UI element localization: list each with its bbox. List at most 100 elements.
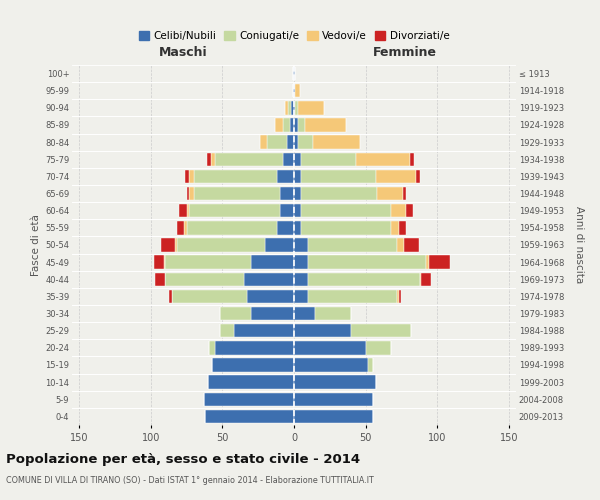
Legend: Celibi/Nubili, Coniugati/e, Vedovi/e, Divorziati/e: Celibi/Nubili, Coniugati/e, Vedovi/e, Di… <box>134 27 454 46</box>
Bar <box>247 290 294 303</box>
Bar <box>356 152 410 166</box>
Bar <box>397 290 398 303</box>
Bar <box>280 204 294 218</box>
Bar <box>301 152 356 166</box>
Bar <box>209 341 215 354</box>
Bar <box>169 290 172 303</box>
Bar <box>294 204 301 218</box>
Bar <box>365 341 391 354</box>
Bar <box>187 204 190 218</box>
Bar <box>294 101 295 114</box>
Bar <box>294 341 365 354</box>
Bar <box>190 187 194 200</box>
Bar <box>294 152 301 166</box>
Bar <box>298 136 313 149</box>
Bar <box>294 187 301 200</box>
Bar <box>286 101 288 114</box>
Bar <box>301 221 391 234</box>
Bar <box>293 67 294 80</box>
Bar <box>294 410 373 423</box>
Bar <box>215 341 294 354</box>
Bar <box>398 221 406 234</box>
Bar <box>175 238 176 252</box>
Bar <box>265 238 294 252</box>
Bar <box>208 376 294 389</box>
Bar <box>298 101 324 114</box>
Bar <box>205 410 294 423</box>
Bar <box>294 136 298 149</box>
Bar <box>294 170 301 183</box>
Bar <box>161 238 175 252</box>
Bar <box>220 307 251 320</box>
Bar <box>351 324 412 338</box>
Bar <box>308 272 420 286</box>
Bar <box>308 290 397 303</box>
Bar <box>398 290 401 303</box>
Bar <box>220 324 234 338</box>
Bar <box>294 238 308 252</box>
Bar <box>288 101 291 114</box>
Bar <box>179 204 187 218</box>
Bar <box>308 238 397 252</box>
Bar <box>416 170 420 183</box>
Bar <box>155 272 165 286</box>
Bar <box>391 204 406 218</box>
Bar <box>215 152 283 166</box>
Text: Popolazione per età, sesso e stato civile - 2014: Popolazione per età, sesso e stato civil… <box>6 452 360 466</box>
Bar <box>176 221 184 234</box>
Bar <box>377 187 403 200</box>
Bar <box>295 84 300 98</box>
Bar <box>275 118 283 132</box>
Bar <box>294 358 368 372</box>
Bar <box>283 152 294 166</box>
Bar <box>187 221 277 234</box>
Bar <box>294 324 351 338</box>
Bar <box>234 324 294 338</box>
Text: Femmine: Femmine <box>373 46 437 59</box>
Bar <box>194 187 280 200</box>
Bar <box>420 272 421 286</box>
Bar <box>164 256 165 269</box>
Bar <box>305 118 346 132</box>
Bar <box>176 238 265 252</box>
Bar <box>204 392 294 406</box>
Bar <box>291 101 294 114</box>
Bar <box>194 170 277 183</box>
Bar <box>298 118 305 132</box>
Bar <box>294 307 316 320</box>
Bar <box>280 187 294 200</box>
Bar <box>267 136 287 149</box>
Bar <box>316 307 351 320</box>
Bar <box>295 101 298 114</box>
Text: COMUNE DI VILLA DI TIRANO (SO) - Dati ISTAT 1° gennaio 2014 - Elaborazione TUTTI: COMUNE DI VILLA DI TIRANO (SO) - Dati IS… <box>6 476 374 485</box>
Bar <box>301 187 377 200</box>
Bar <box>410 152 415 166</box>
Text: Maschi: Maschi <box>158 46 208 59</box>
Y-axis label: Anni di nascita: Anni di nascita <box>574 206 584 284</box>
Bar <box>277 221 294 234</box>
Bar <box>421 272 431 286</box>
Bar <box>368 358 373 372</box>
Bar <box>426 256 428 269</box>
Bar <box>294 221 301 234</box>
Bar <box>293 84 294 98</box>
Bar <box>294 272 308 286</box>
Bar <box>301 204 391 218</box>
Bar <box>190 204 280 218</box>
Bar <box>260 136 267 149</box>
Bar <box>376 170 416 183</box>
Bar <box>172 290 247 303</box>
Bar <box>287 136 294 149</box>
Bar <box>212 358 294 372</box>
Bar <box>301 170 376 183</box>
Bar <box>308 256 426 269</box>
Bar <box>277 170 294 183</box>
Bar <box>190 170 194 183</box>
Bar <box>403 187 406 200</box>
Bar <box>211 152 215 166</box>
Bar <box>294 256 308 269</box>
Bar <box>294 290 308 303</box>
Bar <box>294 392 373 406</box>
Bar <box>294 118 298 132</box>
Bar <box>165 256 251 269</box>
